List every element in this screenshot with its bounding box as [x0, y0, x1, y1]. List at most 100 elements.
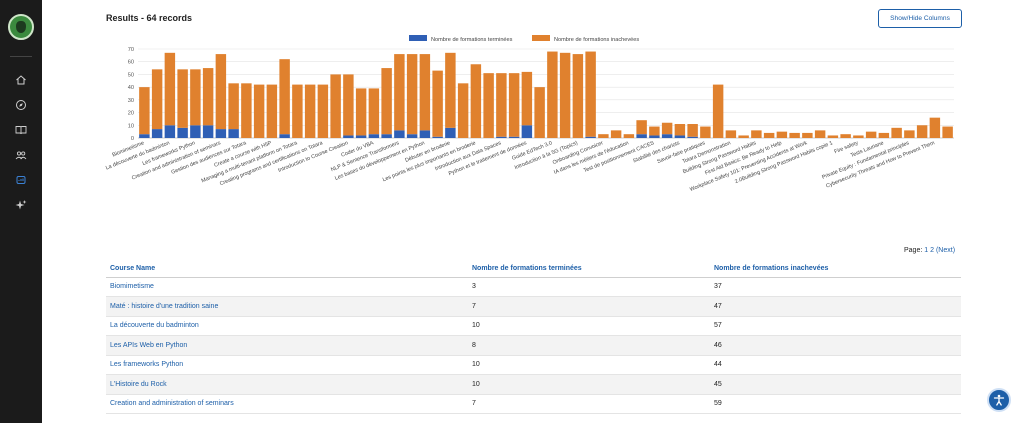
bar-incomplete [215, 54, 227, 130]
bar-incomplete [751, 130, 762, 138]
bar-completed [585, 136, 596, 138]
bar-completed [355, 135, 367, 138]
completed-count: 10 [468, 316, 710, 336]
bar-completed [228, 129, 239, 138]
legend-swatch-incomplete [532, 35, 550, 41]
page-2-link[interactable]: 2 [930, 247, 935, 254]
y-tick-label: 50 [128, 72, 134, 78]
bar-incomplete [700, 126, 711, 138]
course-name-link[interactable]: L'Histoire du Rock [106, 374, 468, 395]
bar-incomplete [738, 135, 749, 138]
bar-incomplete [547, 51, 558, 138]
compass-icon[interactable] [11, 95, 31, 115]
course-name-link[interactable]: La découverte du badminton [106, 316, 468, 336]
bar-incomplete [279, 59, 290, 135]
bar-incomplete [929, 117, 941, 138]
column-header-course-name[interactable]: Course Name [106, 261, 468, 278]
legend-label-incomplete: Nombre de formations inachevées [554, 37, 639, 43]
bar-incomplete [865, 131, 877, 138]
bar-completed [649, 135, 660, 138]
bar-incomplete [521, 71, 533, 126]
table-row: Biomimetisme 3 37 [106, 277, 961, 297]
bar-completed [432, 136, 443, 138]
bar-incomplete [202, 68, 214, 126]
y-tick-label: 60 [128, 60, 134, 66]
pagination-prefix: Page: [904, 247, 923, 254]
completed-count: 8 [468, 335, 710, 356]
completed-count: 10 [468, 374, 710, 395]
app-logo[interactable] [8, 14, 34, 40]
bar-incomplete [330, 74, 341, 138]
reports-icon[interactable] [11, 170, 31, 190]
next-page-link[interactable]: (Next) [935, 247, 956, 254]
bar-completed [636, 134, 647, 138]
bar-incomplete [496, 73, 507, 137]
column-header-completed[interactable]: Nombre de formations terminées [468, 261, 710, 278]
bar-completed [343, 135, 354, 138]
bar-completed [419, 130, 431, 138]
book-icon[interactable] [11, 120, 31, 140]
bar-incomplete [598, 134, 609, 138]
main-content: Results - 64 records Show/Hide Columns N… [42, 0, 1024, 423]
accessibility-icon [993, 394, 1005, 406]
bar-incomplete [891, 127, 902, 138]
course-name-link[interactable]: Creation and administration of seminars [106, 394, 468, 414]
sparkles-icon[interactable] [11, 195, 31, 215]
column-header-incomplete[interactable]: Nombre de formations inachevées [710, 261, 961, 278]
bar-incomplete [394, 54, 405, 131]
table-row: La découverte du badminton 10 57 [106, 316, 961, 336]
y-tick-label: 10 [128, 123, 134, 129]
course-name-link[interactable]: Les frameworks Python [106, 355, 468, 375]
bar-incomplete [559, 52, 571, 138]
table-row: Les APIs Web en Python 8 46 [106, 335, 961, 356]
bar-completed [151, 129, 163, 138]
bar-incomplete [381, 68, 392, 135]
bar-incomplete [368, 88, 380, 135]
bar-incomplete [343, 74, 354, 136]
course-name-link[interactable]: Les APIs Web en Python [106, 335, 468, 356]
bar-incomplete [534, 87, 545, 138]
bar-incomplete [674, 124, 686, 136]
users-icon[interactable] [11, 145, 31, 165]
bar-incomplete [904, 130, 915, 138]
bar-incomplete [292, 84, 303, 138]
legend-label-completed: Nombre de formations terminées [431, 37, 513, 43]
course-name-link[interactable]: Biomimetisme [106, 277, 468, 297]
courses-stacked-bar-chart: Nombre de formations terminées Nombre de … [105, 35, 954, 193]
bar-completed [661, 134, 673, 138]
bar-completed [496, 136, 507, 138]
incomplete-count: 46 [710, 335, 961, 356]
bar-incomplete [266, 84, 278, 138]
bar-incomplete [827, 135, 839, 138]
y-tick-label: 0 [131, 136, 134, 142]
page-1-link[interactable]: 1 [924, 247, 929, 254]
bar-incomplete [802, 132, 813, 138]
accessibility-button[interactable] [987, 388, 1011, 412]
bar-incomplete [649, 126, 660, 136]
incomplete-count: 45 [710, 374, 961, 395]
bar-incomplete [508, 73, 520, 137]
bar-incomplete [304, 84, 316, 138]
bar-incomplete [445, 52, 456, 128]
incomplete-count: 57 [710, 316, 961, 336]
bar-incomplete [190, 69, 201, 126]
bar-incomplete [228, 83, 239, 130]
show-hide-columns-button[interactable]: Show/Hide Columns [878, 9, 962, 28]
bar-completed [674, 135, 686, 138]
incomplete-count: 37 [710, 277, 961, 297]
bar-incomplete [457, 83, 469, 138]
y-tick-label: 30 [128, 98, 134, 104]
sidebar-divider [10, 56, 32, 57]
bar-completed [508, 136, 520, 138]
bar-incomplete [636, 120, 647, 135]
home-icon[interactable] [11, 70, 31, 90]
table-row: Creation and administration of seminars … [106, 394, 961, 414]
bar-incomplete [177, 69, 188, 128]
bar-completed [139, 134, 150, 138]
bar-incomplete [942, 126, 953, 138]
table-row: Les frameworks Python 10 44 [106, 355, 961, 375]
bar-incomplete [610, 130, 622, 138]
y-tick-label: 20 [128, 111, 134, 117]
course-name-link[interactable]: Maté : histoire d'une tradition saine [106, 296, 468, 317]
results-title: Results - 64 records [106, 13, 193, 23]
